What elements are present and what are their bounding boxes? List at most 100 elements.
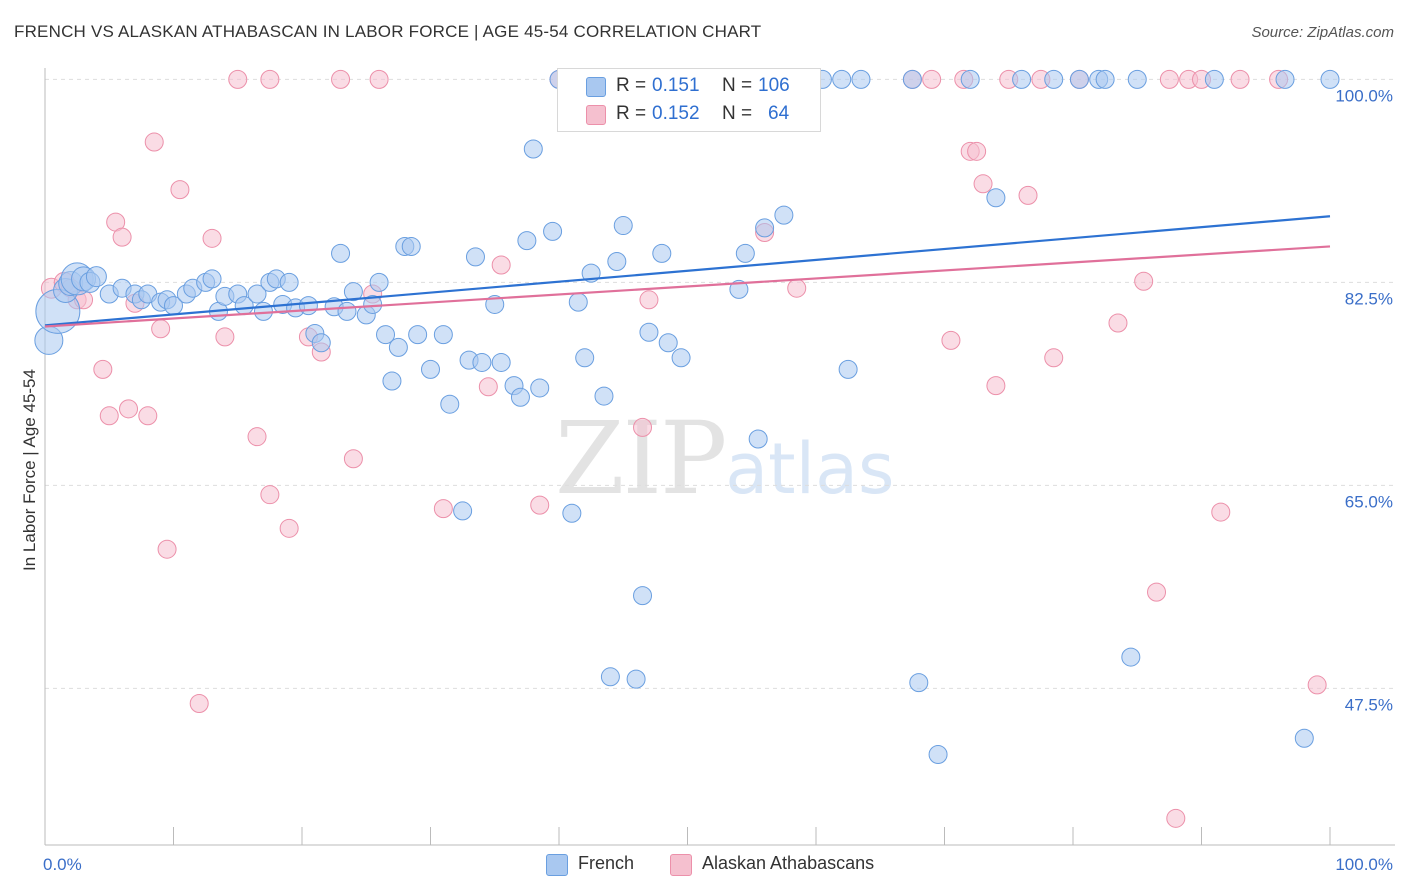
french-point <box>928 745 948 765</box>
legend-label: French <box>578 853 635 873</box>
french-point <box>421 359 440 379</box>
french-point <box>523 139 543 159</box>
y-tick-label: 82.5% <box>1345 289 1393 308</box>
french-point <box>600 667 620 687</box>
french-point <box>851 69 871 89</box>
french-point <box>639 322 659 342</box>
french-point <box>279 272 299 292</box>
alaskan-athabascans-point <box>1147 582 1167 602</box>
french-point <box>337 301 357 321</box>
alaskan-athabascans-point <box>138 406 158 426</box>
alaskan-athabascans-point <box>119 399 139 419</box>
french-point <box>735 243 755 263</box>
french-point <box>1204 69 1224 89</box>
french-point <box>1044 69 1064 89</box>
french-point <box>671 348 691 368</box>
french-point <box>1095 69 1115 89</box>
alaskan-athabascans-point <box>491 255 511 275</box>
french-points <box>34 69 1340 765</box>
french-point <box>472 352 492 372</box>
alaskan-athabascans-point <box>99 406 119 426</box>
french-point <box>652 243 672 263</box>
source-label: Source: ZipAtlas.com <box>1251 24 1394 41</box>
n-label: N = <box>722 103 753 124</box>
y-tick-label: 100.0% <box>1335 86 1393 105</box>
alaskan-legend-swatch <box>670 854 692 876</box>
french-point <box>382 371 402 391</box>
alaskan-athabascans-point <box>1307 675 1327 695</box>
alaskan-athabascans-point <box>478 377 498 397</box>
alaskan-athabascans-point <box>433 499 453 519</box>
french-point <box>440 394 460 414</box>
alaskan-athabascans-point <box>202 228 222 248</box>
french-point <box>909 673 929 693</box>
alaskan-athabascans-point <box>922 69 942 89</box>
french-point <box>491 352 511 372</box>
french-point <box>1275 69 1295 89</box>
trend-lines <box>44 215 1331 328</box>
alaskan-athabascans-point <box>228 69 248 89</box>
alaskan-athabascans-point <box>1134 271 1154 291</box>
french-swatch <box>586 77 606 97</box>
axes <box>44 68 1395 846</box>
alaskan-athabascans-point <box>151 319 171 339</box>
french-legend-swatch <box>546 854 568 876</box>
french-point <box>376 325 396 345</box>
y-tick-label: 65.0% <box>1345 492 1393 511</box>
french-point <box>388 337 408 357</box>
alaskan-athabascans-point <box>973 174 993 194</box>
french-point <box>530 378 550 398</box>
french-point <box>343 282 363 302</box>
french-point <box>1121 647 1141 667</box>
stats-row-alaskan: R = 0.152 N = 64 <box>558 99 820 129</box>
french-point <box>517 231 537 251</box>
legend-label: Alaskan Athabascans <box>702 853 875 873</box>
french-point <box>202 269 222 289</box>
alaskan-athabascans-point <box>967 141 987 161</box>
alaskan-athabascans-point <box>331 69 351 89</box>
french-point <box>562 503 582 523</box>
alaskan-swatch <box>586 105 606 125</box>
alaskan-athabascans-point <box>1044 348 1064 368</box>
stats-row-french: R = 0.151 N = 106 <box>558 71 820 101</box>
alaskan-athabascans-point <box>1230 69 1250 89</box>
french-point <box>658 333 678 353</box>
alaskan-athabascans-point <box>112 227 132 247</box>
french-point <box>433 325 453 345</box>
alaskan-athabascans-point <box>530 495 550 515</box>
x-tick-label: 0.0% <box>43 855 82 874</box>
r-value: 0.152 <box>652 103 700 124</box>
french-trend-line <box>44 215 1331 327</box>
alaskan-athabascans-point <box>170 180 190 200</box>
tick-labels: 100.0% 82.5% 65.0% 47.5% 0.0% 100.0% <box>43 86 1393 874</box>
french-point <box>1320 69 1340 89</box>
french-point <box>1294 728 1314 748</box>
alaskan-athabascans-point <box>986 376 1006 396</box>
alaskan-athabascans-point <box>260 485 280 505</box>
n-label: N = <box>722 75 753 96</box>
stats-box: R = 0.151 N = 106 R = 0.152 N = 64 <box>557 68 821 132</box>
french-point <box>774 205 794 225</box>
french-point <box>1069 69 1089 89</box>
french-point <box>408 325 428 345</box>
alaskan-athabascans-point <box>1108 313 1128 333</box>
r-label: R = <box>616 103 647 124</box>
alaskan-athabascans-point <box>1211 502 1231 522</box>
r-value: 0.151 <box>652 75 700 96</box>
french-point <box>832 69 852 89</box>
alaskan-athabascans-point <box>941 330 961 350</box>
alaskan-athabascans-point <box>144 132 164 152</box>
n-value: 106 <box>758 75 790 96</box>
french-point <box>369 272 389 292</box>
alaskan-athabascans-point <box>189 693 209 713</box>
french-point <box>453 501 473 521</box>
alaskan-athabascans-point <box>247 427 267 447</box>
chart-title: FRENCH VS ALASKAN ATHABASCAN IN LABOR FO… <box>14 22 762 41</box>
french-point <box>838 359 858 379</box>
french-point <box>575 348 595 368</box>
alaskan-athabascans-point <box>1159 69 1179 89</box>
french-point <box>311 333 331 353</box>
legend: French Alaskan Athabascans <box>0 852 1406 878</box>
alaskan-athabascans-point <box>633 417 653 437</box>
french-point <box>401 236 421 256</box>
